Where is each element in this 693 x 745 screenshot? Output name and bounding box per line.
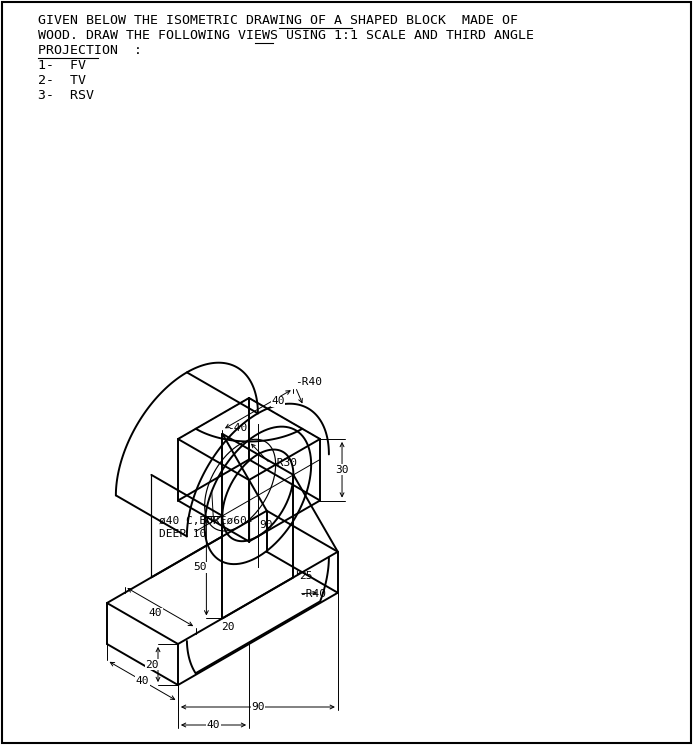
Text: 40: 40: [148, 608, 162, 618]
Text: -R40: -R40: [295, 377, 322, 387]
Text: 20: 20: [146, 659, 159, 670]
Text: 30: 30: [335, 465, 349, 475]
Text: -R40: -R40: [299, 589, 326, 599]
Text: DEEP 10: DEEP 10: [159, 529, 206, 539]
Text: 20: 20: [221, 621, 235, 632]
Text: 90: 90: [259, 520, 272, 530]
Text: 90: 90: [251, 702, 265, 712]
Text: 1-  FV: 1- FV: [38, 59, 86, 72]
Text: ø40 C,BOREø60-: ø40 C,BOREø60-: [159, 516, 253, 526]
Text: WOOD. DRAW THE FOLLOWING VIEWS USING 1:1 SCALE AND THIRD ANGLE: WOOD. DRAW THE FOLLOWING VIEWS USING 1:1…: [38, 29, 534, 42]
Text: 2-  TV: 2- TV: [38, 74, 86, 87]
Text: 3-  RSV: 3- RSV: [38, 89, 94, 102]
Text: 40: 40: [271, 396, 285, 406]
Text: 40: 40: [207, 720, 220, 730]
Text: PROJECTION  :: PROJECTION :: [38, 44, 142, 57]
Text: -40: -40: [227, 423, 247, 433]
Text: 25: 25: [299, 571, 313, 581]
Text: -R30: -R30: [270, 458, 297, 469]
Text: 40: 40: [136, 676, 149, 686]
Text: 50: 50: [193, 562, 207, 572]
Text: GIVEN BELOW THE ISOMETRIC DRAWING OF A SHAPED BLOCK  MADE OF: GIVEN BELOW THE ISOMETRIC DRAWING OF A S…: [38, 14, 518, 27]
